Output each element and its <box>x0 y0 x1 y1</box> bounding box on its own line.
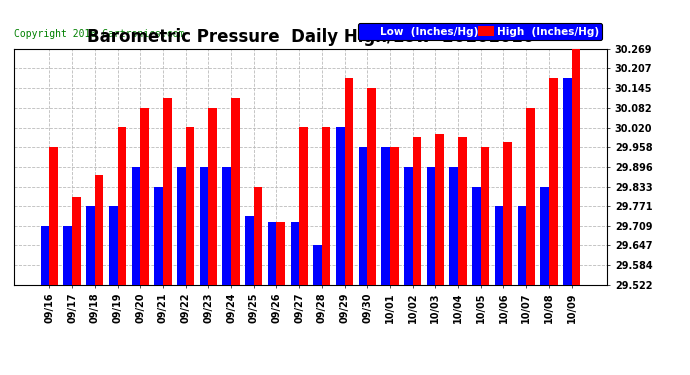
Bar <box>186 128 195 285</box>
Bar <box>199 167 208 285</box>
Bar <box>458 137 466 285</box>
Bar <box>132 167 140 285</box>
Bar <box>290 222 299 285</box>
Bar <box>313 246 322 285</box>
Bar <box>72 197 81 285</box>
Bar <box>435 134 444 285</box>
Bar <box>222 167 231 285</box>
Bar <box>563 78 571 285</box>
Bar <box>404 167 413 285</box>
Bar <box>504 142 512 285</box>
Bar <box>155 187 163 285</box>
Bar <box>109 206 117 285</box>
Bar <box>50 147 58 285</box>
Bar <box>254 187 262 285</box>
Bar <box>208 108 217 285</box>
Bar <box>177 167 186 285</box>
Bar <box>344 78 353 285</box>
Bar <box>163 98 172 285</box>
Bar <box>382 147 390 285</box>
Bar <box>413 137 422 285</box>
Bar <box>390 147 399 285</box>
Legend: Low  (Inches/Hg), High  (Inches/Hg): Low (Inches/Hg), High (Inches/Hg) <box>357 23 602 40</box>
Title: Barometric Pressure  Daily High/Low  20161010: Barometric Pressure Daily High/Low 20161… <box>87 28 534 46</box>
Bar <box>426 167 435 285</box>
Bar <box>472 187 481 285</box>
Bar <box>63 225 72 285</box>
Bar <box>117 128 126 285</box>
Bar <box>518 206 526 285</box>
Bar <box>481 147 489 285</box>
Bar <box>95 175 103 285</box>
Bar <box>41 225 50 285</box>
Bar <box>359 147 367 285</box>
Text: Copyright 2016 Cartronics.com: Copyright 2016 Cartronics.com <box>14 29 184 39</box>
Bar <box>140 108 149 285</box>
Bar <box>231 98 239 285</box>
Bar <box>336 128 344 285</box>
Bar <box>367 88 376 285</box>
Bar <box>245 216 254 285</box>
Bar <box>86 206 95 285</box>
Bar <box>322 128 331 285</box>
Bar <box>268 222 277 285</box>
Bar <box>277 222 285 285</box>
Bar <box>540 187 549 285</box>
Bar <box>549 78 558 285</box>
Bar <box>495 206 504 285</box>
Bar <box>526 108 535 285</box>
Bar <box>571 49 580 285</box>
Bar <box>299 128 308 285</box>
Bar <box>449 167 458 285</box>
